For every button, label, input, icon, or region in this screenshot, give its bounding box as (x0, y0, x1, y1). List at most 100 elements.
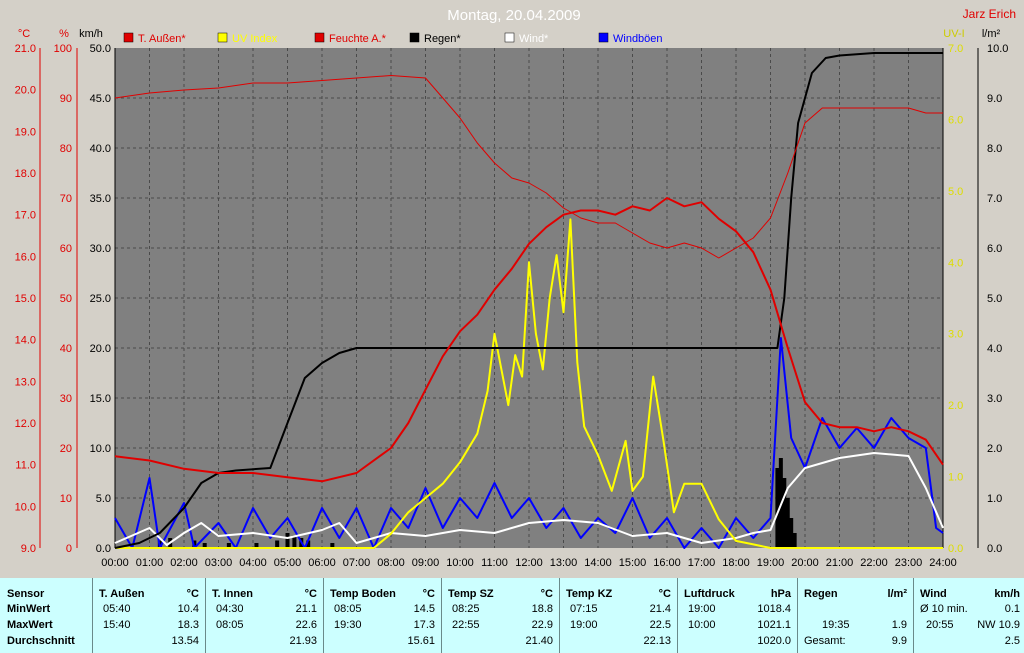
series-tauen (114, 197, 944, 483)
stat-name: Temp Boden (330, 588, 396, 600)
legend-swatch (217, 32, 228, 43)
y-tick-hum: 10 (60, 493, 72, 505)
y-tick-uv: 2.0 (948, 400, 963, 412)
y-tick-wind: 20.0 (90, 343, 111, 355)
stat-min-time: 19:00 (688, 603, 716, 615)
y-tick-wind: 50.0 (90, 43, 111, 55)
stat-min-time: 05:40 (103, 603, 131, 615)
y-tick-hum: 90 (60, 93, 72, 105)
x-tick: 24:00 (929, 557, 957, 569)
y-tick-temp: 20.0 (15, 85, 36, 97)
stat-min: 10.4 (177, 603, 199, 615)
x-tick: 14:00 (584, 557, 612, 569)
legend-label: Wind* (519, 33, 549, 45)
stat-avg: 21.93 (289, 635, 317, 647)
chart-title: Montag, 20.04.2009 (447, 7, 580, 24)
x-tick: 21:00 (826, 557, 854, 569)
wind-max-time: 20:55 (926, 619, 954, 631)
regen-max-time: 19:35 (822, 619, 850, 631)
y-tick-wind: 45.0 (90, 93, 111, 105)
stats-label-column: Sensor MinWert MaxWert Durchschnitt (0, 578, 92, 653)
y-tick-uv: 1.0 (948, 472, 963, 484)
stat-name: T. Innen (212, 588, 253, 600)
y-tick-temp: 12.0 (15, 418, 36, 430)
legend: T. Außen* UV Index Feuchte A.* Regen* Wind* W… (123, 32, 663, 45)
y-tick-temp: 19.0 (15, 126, 36, 138)
rain-bar (775, 468, 780, 548)
x-tick: 16:00 (653, 557, 681, 569)
regen-total-label: Gesamt: (804, 635, 846, 647)
y-tick-rain: 7.0 (987, 193, 1002, 205)
stat-max: 1021.1 (757, 619, 791, 631)
stats-column: Temp SZ °C 08:25 18.8 22:55 22.9 21.40 (441, 578, 559, 653)
x-tick: 04:00 (239, 557, 267, 569)
y-tick-rain: 1.0 (987, 493, 1002, 505)
x-tick: 19:00 (757, 557, 785, 569)
row-label-max: MaxWert (7, 619, 53, 631)
y-tick-temp: 10.0 (15, 501, 36, 513)
wind-min-time: Ø 10 min. (920, 603, 968, 615)
unit-wind: km/h (79, 28, 103, 40)
y-tick-wind: 25.0 (90, 293, 111, 305)
stat-min: 21.4 (649, 603, 671, 615)
x-tick: 05:00 (274, 557, 302, 569)
y-tick-uv: 7.0 (948, 43, 963, 55)
axis-units: °C % km/h UV-I l/m² (18, 28, 1001, 40)
x-tick: 08:00 (377, 557, 405, 569)
legend-swatch (314, 32, 325, 43)
y-tick-hum: 60 (60, 243, 72, 255)
rain-bar (789, 518, 794, 548)
y-tick-hum: 30 (60, 393, 72, 405)
legend-label: UV Index (232, 33, 278, 45)
y-tick-rain: 4.0 (987, 343, 1002, 355)
legend-swatch (504, 32, 515, 43)
stat-max-time: 08:05 (216, 619, 244, 631)
y-tick-temp: 18.0 (15, 168, 36, 180)
stats-column: Luftdruck hPa 19:00 1018.4 10:00 1021.1 1020.0 (677, 578, 797, 653)
y-tick-temp: 17.0 (15, 210, 36, 222)
unit-rain: l/m² (982, 28, 1001, 40)
y-tick-rain: 0.0 (987, 543, 1002, 555)
stat-min: 14.5 (413, 603, 435, 615)
stat-max: 17.3 (413, 619, 435, 631)
y-tick-hum: 70 (60, 193, 72, 205)
stat-name: Temp KZ (566, 588, 613, 600)
y-tick-wind: 30.0 (90, 243, 111, 255)
rain-bar (275, 540, 280, 548)
stat-name: Luftdruck (684, 588, 735, 600)
series-uvindex (115, 218, 943, 549)
y-tick-wind: 35.0 (90, 193, 111, 205)
stat-min: 21.1 (295, 603, 317, 615)
x-tick: 06:00 (308, 557, 336, 569)
x-tick: 17:00 (688, 557, 716, 569)
stats-panel: Sensor MinWert MaxWert Durchschnitt T. A… (0, 578, 1024, 653)
y-tick-wind: 5.0 (96, 493, 111, 505)
y-tick-temp: 16.0 (15, 251, 36, 263)
unit-temp: °C (18, 28, 30, 40)
wind-unit: km/h (994, 588, 1020, 600)
stats-column: Temp KZ °C 07:15 21.4 19:00 22.5 22.13 (559, 578, 677, 653)
stat-name: Temp SZ (448, 588, 494, 600)
x-tick: 12:00 (515, 557, 543, 569)
stat-max-time: 19:30 (334, 619, 362, 631)
row-label-sensor: Sensor (7, 588, 45, 600)
series-regen (114, 52, 943, 549)
unit-uv: UV-I (943, 28, 964, 40)
y-tick-hum: 20 (60, 443, 72, 455)
y-tick-hum: 0 (66, 543, 72, 555)
x-tick: 09:00 (412, 557, 440, 569)
regen-max: 1.9 (891, 619, 907, 631)
stats-column: Temp Boden °C 08:05 14.5 19:30 17.3 15.61 (323, 578, 441, 653)
stat-max-time: 10:00 (688, 619, 716, 631)
wind-avg: 2.5 (1004, 635, 1020, 647)
stat-avg: 1020.0 (757, 635, 791, 647)
rain-bar (292, 535, 297, 548)
y-tick-rain: 6.0 (987, 243, 1002, 255)
wind-name: Wind (920, 588, 947, 600)
row-label-avg: Durchschnitt (7, 635, 75, 647)
x-tick: 23:00 (895, 557, 923, 569)
rain-bar (782, 478, 787, 548)
y-tick-uv: 0.0 (948, 543, 963, 555)
stat-min-time: 08:25 (452, 603, 480, 615)
y-tick-uv: 5.0 (948, 186, 963, 198)
